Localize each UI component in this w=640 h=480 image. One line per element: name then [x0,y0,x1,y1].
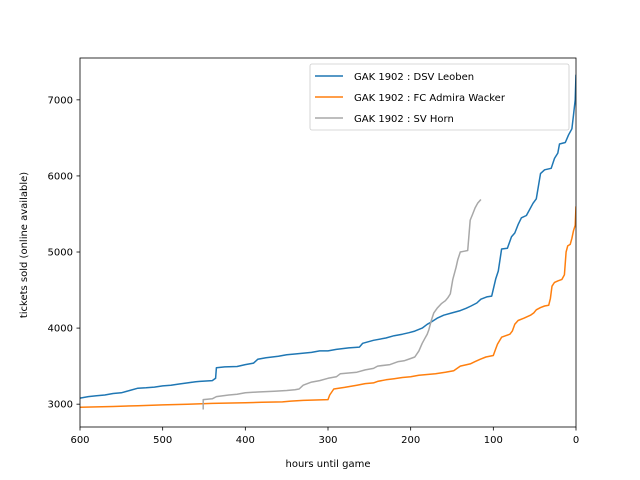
x-tick-label: 500 [153,435,172,446]
series-line-2 [80,206,576,408]
y-tick-label: 5000 [48,248,73,259]
y-tick-label: 4000 [48,324,73,335]
plot-area [80,74,576,410]
legend: GAK 1902 : DSV Leoben GAK 1902 : FC Admir… [309,63,570,131]
x-tick-label: 600 [70,435,89,446]
x-tick-label: 400 [236,435,255,446]
series-line-1 [80,74,576,399]
y-tick-label: 3000 [48,400,73,411]
series-line-3 [202,199,482,410]
x-tick-label: 200 [401,435,420,446]
legend-label-3: GAK 1902 : SV Horn [354,114,454,125]
x-tick-label: 300 [318,435,337,446]
y-tick-label: 7000 [48,95,73,106]
legend-label-1: GAK 1902 : DSV Leoben [354,72,474,83]
x-tick-label: 100 [484,435,503,446]
legend-box [309,63,570,131]
y-axis-label: tickets sold (online available) [19,172,30,318]
x-axis-label: hours until game [286,459,371,470]
y-tick-label: 6000 [48,171,73,182]
legend-label-2: GAK 1902 : FC Admira Wacker [354,93,506,104]
axes: 600 500 400 300 200 100 0 3000 4000 5000 6000 7000 [48,57,579,446]
x-tick-label: 0 [573,435,579,446]
